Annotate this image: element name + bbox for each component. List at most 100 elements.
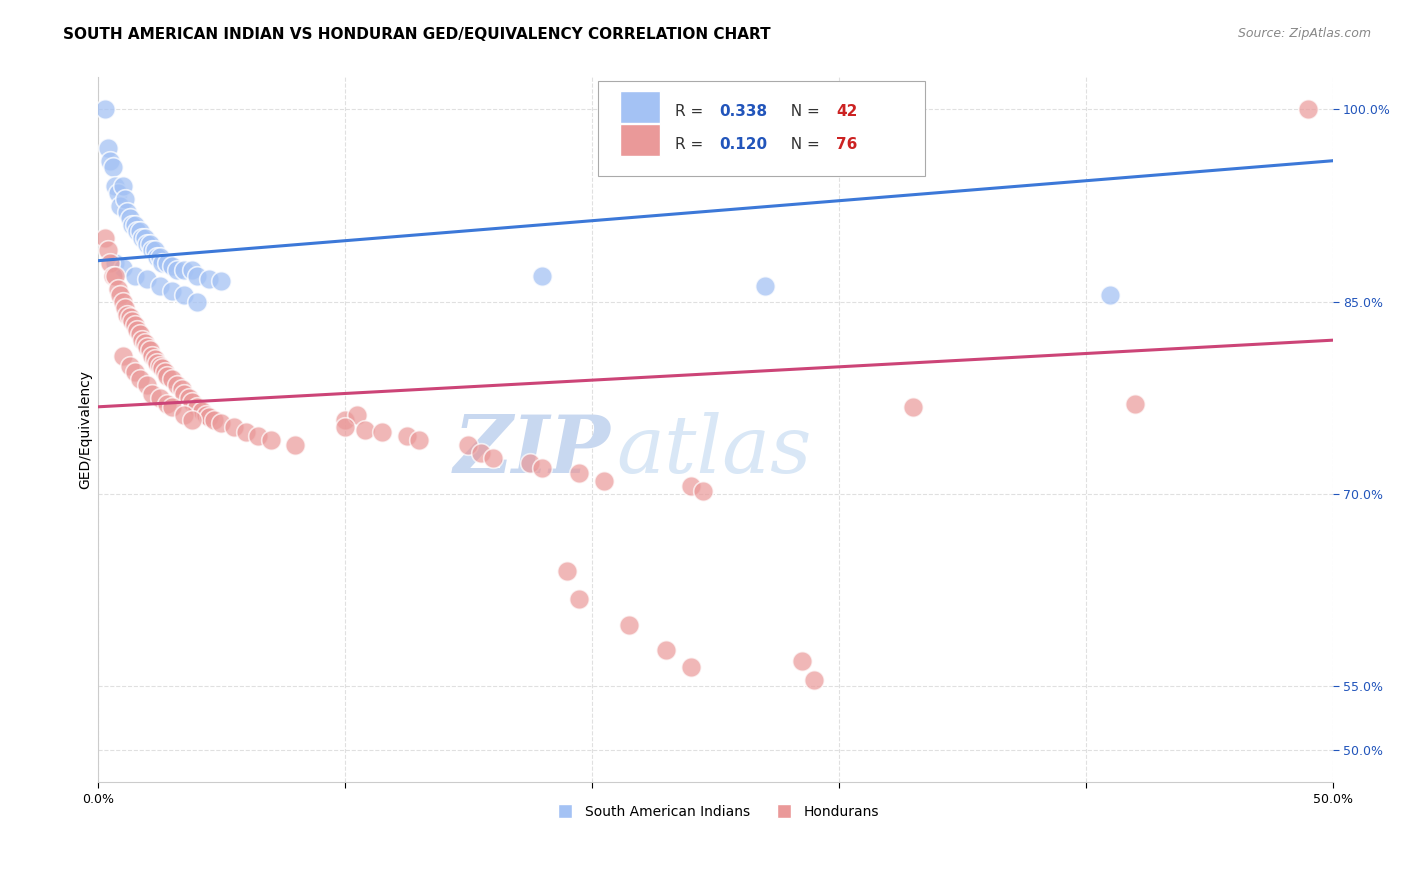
FancyBboxPatch shape — [598, 81, 925, 176]
Point — [118, 359, 141, 373]
Point — [97, 244, 120, 258]
Point — [1296, 103, 1319, 117]
Text: atlas: atlas — [616, 412, 811, 490]
Point — [134, 335, 156, 350]
Point — [117, 308, 139, 322]
Point — [124, 218, 146, 232]
Point — [136, 237, 159, 252]
Point — [1123, 397, 1146, 411]
Point — [146, 250, 169, 264]
Point — [1099, 288, 1122, 302]
Point — [143, 352, 166, 367]
Point — [128, 224, 150, 238]
Point — [94, 230, 117, 244]
Point — [195, 408, 218, 422]
Point — [166, 262, 188, 277]
Point — [555, 564, 578, 578]
Point — [107, 186, 129, 200]
Point — [136, 340, 159, 354]
Point — [114, 192, 136, 206]
Point — [127, 323, 149, 337]
Point — [128, 326, 150, 341]
Point — [346, 408, 368, 422]
Point — [202, 412, 225, 426]
Point — [148, 359, 170, 373]
Point — [408, 433, 430, 447]
Point — [173, 288, 195, 302]
Point — [180, 262, 202, 277]
Point — [235, 425, 257, 440]
Point — [156, 369, 179, 384]
Point — [138, 237, 160, 252]
Point — [395, 429, 418, 443]
Point — [222, 420, 245, 434]
Point — [98, 153, 121, 168]
Point — [593, 474, 616, 488]
Point — [97, 141, 120, 155]
Point — [143, 244, 166, 258]
Point — [156, 397, 179, 411]
FancyBboxPatch shape — [620, 91, 659, 123]
Text: 76: 76 — [837, 136, 858, 152]
Text: N =: N = — [780, 103, 824, 119]
Point — [617, 617, 640, 632]
Point — [114, 301, 136, 315]
Point — [353, 423, 375, 437]
Text: N =: N = — [780, 136, 824, 152]
Point — [136, 378, 159, 392]
Point — [179, 391, 201, 405]
Point — [146, 356, 169, 370]
Text: SOUTH AMERICAN INDIAN VS HONDURAN GED/EQUIVALENCY CORRELATION CHART: SOUTH AMERICAN INDIAN VS HONDURAN GED/EQ… — [63, 27, 770, 42]
Point — [148, 391, 170, 405]
Point — [104, 179, 127, 194]
Point — [141, 244, 163, 258]
Point — [131, 230, 153, 244]
Point — [104, 269, 127, 284]
Point — [118, 211, 141, 226]
Point — [247, 429, 270, 443]
Text: 42: 42 — [837, 103, 858, 119]
Point — [134, 230, 156, 244]
Point — [111, 349, 134, 363]
Point — [111, 294, 134, 309]
Point — [190, 403, 212, 417]
Text: R =: R = — [675, 136, 707, 152]
Point — [170, 382, 193, 396]
Point — [470, 446, 492, 460]
Text: Source: ZipAtlas.com: Source: ZipAtlas.com — [1237, 27, 1371, 40]
Point — [160, 285, 183, 299]
Point — [118, 310, 141, 325]
Point — [679, 479, 702, 493]
Point — [260, 433, 283, 447]
Point — [101, 269, 124, 284]
Point — [166, 378, 188, 392]
Point — [198, 271, 221, 285]
Point — [121, 314, 143, 328]
Point — [901, 400, 924, 414]
Point — [173, 408, 195, 422]
Point — [153, 365, 176, 379]
Point — [173, 262, 195, 277]
Point — [679, 660, 702, 674]
Point — [333, 412, 356, 426]
Point — [160, 371, 183, 385]
Point — [107, 282, 129, 296]
Point — [150, 361, 173, 376]
Text: 0.338: 0.338 — [718, 103, 768, 119]
Point — [148, 279, 170, 293]
Point — [101, 160, 124, 174]
Point — [173, 387, 195, 401]
Point — [692, 484, 714, 499]
Point — [160, 400, 183, 414]
Point — [138, 343, 160, 358]
Point — [655, 643, 678, 657]
Point — [803, 673, 825, 687]
Point — [180, 394, 202, 409]
Point — [186, 294, 208, 309]
Point — [124, 318, 146, 332]
Text: R =: R = — [675, 103, 707, 119]
Point — [531, 461, 554, 475]
Point — [160, 259, 183, 273]
Point — [156, 256, 179, 270]
Point — [127, 224, 149, 238]
